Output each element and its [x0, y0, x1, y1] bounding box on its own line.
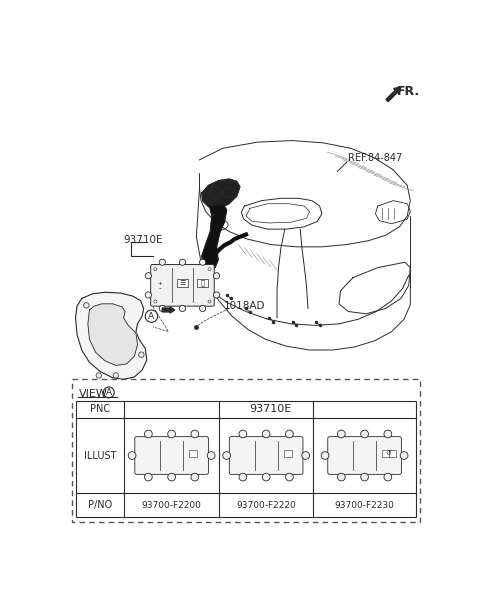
FancyArrow shape	[162, 307, 175, 313]
Circle shape	[144, 430, 152, 438]
Circle shape	[208, 268, 211, 271]
Circle shape	[154, 300, 157, 303]
Circle shape	[168, 430, 176, 438]
FancyBboxPatch shape	[328, 437, 401, 475]
Circle shape	[128, 451, 136, 459]
Circle shape	[337, 430, 345, 438]
Circle shape	[145, 273, 152, 279]
Circle shape	[400, 451, 408, 459]
Text: P/NO: P/NO	[88, 500, 112, 510]
Bar	[389, 450, 396, 457]
Circle shape	[214, 292, 220, 298]
Circle shape	[208, 300, 211, 303]
Polygon shape	[75, 292, 147, 380]
Circle shape	[145, 310, 157, 323]
FancyBboxPatch shape	[229, 437, 303, 475]
Circle shape	[180, 305, 186, 311]
Circle shape	[191, 473, 199, 481]
Circle shape	[239, 430, 247, 438]
Circle shape	[286, 430, 293, 438]
Circle shape	[360, 430, 369, 438]
Polygon shape	[88, 304, 137, 365]
Text: REF.84-847: REF.84-847	[348, 153, 403, 163]
Circle shape	[321, 451, 329, 459]
Text: A: A	[148, 312, 155, 321]
Text: 93710E: 93710E	[249, 405, 291, 414]
Circle shape	[223, 451, 230, 459]
Text: ☰: ☰	[180, 280, 186, 286]
Circle shape	[384, 430, 392, 438]
Text: ↺: ↺	[385, 451, 391, 457]
Circle shape	[159, 259, 166, 266]
Bar	[190, 450, 197, 457]
Circle shape	[207, 451, 215, 459]
Circle shape	[360, 473, 369, 481]
Circle shape	[144, 473, 152, 481]
Circle shape	[337, 473, 345, 481]
Circle shape	[262, 430, 270, 438]
Circle shape	[159, 305, 166, 311]
Bar	[383, 450, 393, 457]
Text: PNC: PNC	[90, 405, 110, 414]
Circle shape	[286, 473, 293, 481]
Circle shape	[239, 473, 247, 481]
Circle shape	[145, 292, 152, 298]
Circle shape	[262, 473, 270, 481]
Circle shape	[168, 473, 176, 481]
Bar	[284, 450, 292, 457]
Circle shape	[96, 373, 101, 378]
Circle shape	[200, 259, 206, 266]
Circle shape	[113, 373, 119, 378]
Text: FR.: FR.	[397, 85, 420, 98]
Circle shape	[84, 303, 89, 308]
Text: -: -	[159, 286, 161, 292]
Text: 93700-F2220: 93700-F2220	[236, 501, 296, 510]
Text: ⏻: ⏻	[201, 280, 205, 286]
Bar	[76, 401, 416, 517]
Polygon shape	[202, 179, 240, 208]
Text: VIEW: VIEW	[79, 388, 108, 399]
Text: +: +	[157, 280, 162, 286]
Text: 93700-F2230: 93700-F2230	[335, 501, 395, 510]
Polygon shape	[202, 204, 227, 270]
Circle shape	[180, 259, 186, 266]
FancyBboxPatch shape	[135, 437, 208, 475]
Circle shape	[139, 352, 144, 358]
Text: A: A	[106, 388, 112, 397]
Text: 1018AD: 1018AD	[224, 301, 266, 311]
Text: ILLUST: ILLUST	[84, 450, 117, 460]
Bar	[177, 279, 188, 287]
Text: 93700-F2200: 93700-F2200	[142, 501, 202, 510]
FancyBboxPatch shape	[151, 264, 214, 306]
Circle shape	[200, 305, 206, 311]
Circle shape	[302, 451, 310, 459]
Circle shape	[214, 273, 220, 279]
Circle shape	[154, 268, 157, 271]
FancyBboxPatch shape	[72, 380, 420, 522]
Circle shape	[384, 473, 392, 481]
Text: 93710E: 93710E	[123, 235, 163, 245]
Bar	[197, 279, 208, 287]
FancyArrow shape	[386, 87, 401, 102]
Circle shape	[191, 430, 199, 438]
